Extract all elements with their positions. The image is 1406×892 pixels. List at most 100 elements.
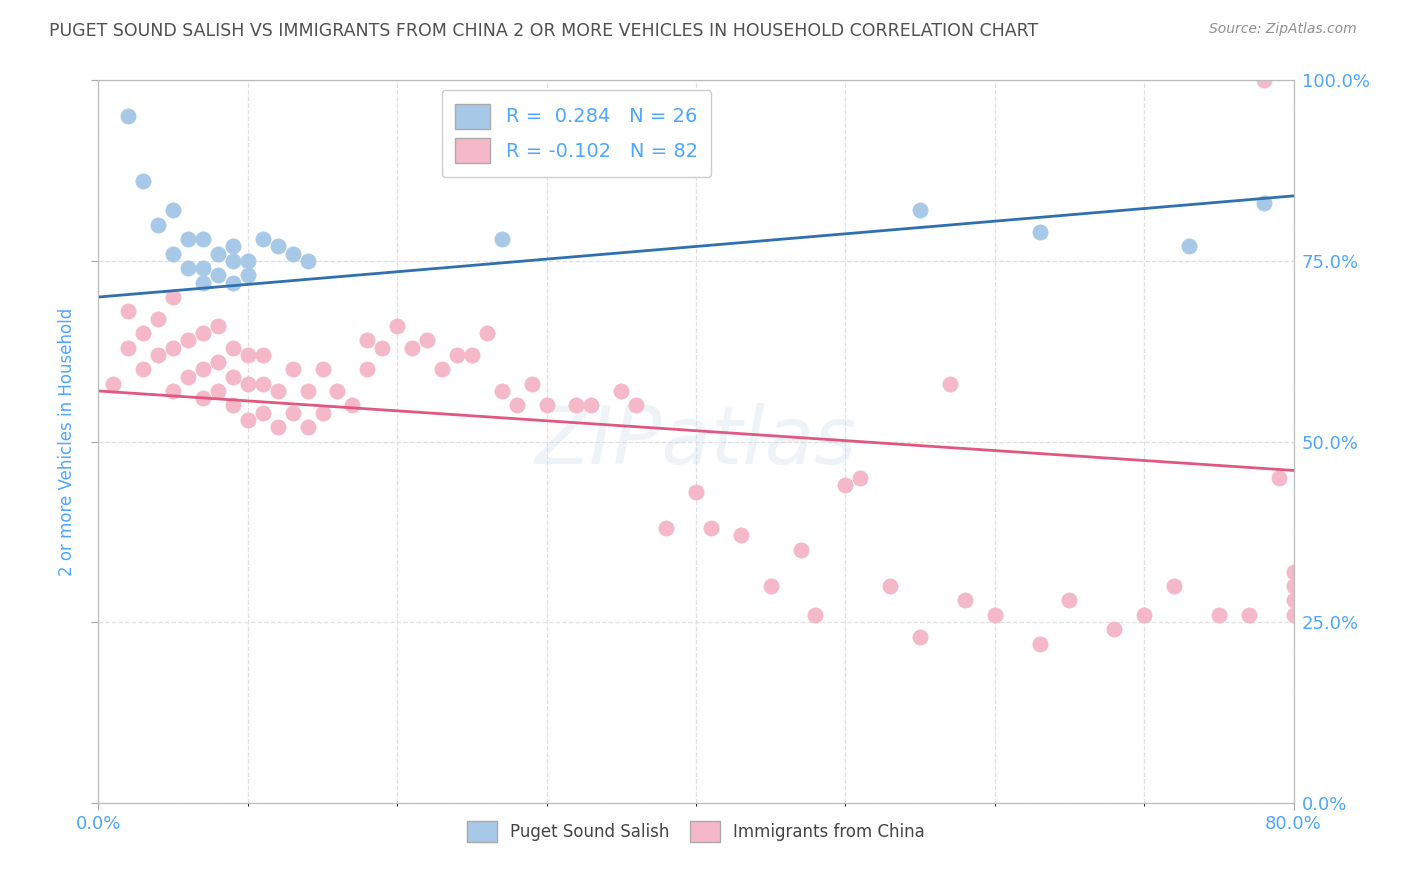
Point (356, 362, 378, 376)
Point (1208, 607, 1230, 622)
Point (430, 362, 453, 376)
Point (267, 420, 290, 434)
Point (342, 398, 364, 412)
Point (759, 579, 782, 593)
Point (252, 348, 274, 362)
Point (252, 376, 274, 391)
Point (191, 232, 214, 246)
Point (207, 355, 229, 369)
Point (834, 478, 856, 492)
Point (953, 593, 976, 607)
Point (132, 174, 155, 188)
Point (1237, 607, 1260, 622)
Point (132, 326, 155, 341)
Point (520, 376, 543, 391)
Point (222, 239, 245, 253)
Point (385, 318, 409, 333)
Point (491, 232, 513, 246)
Point (1253, 73, 1275, 87)
Point (148, 348, 170, 362)
Point (177, 334, 200, 348)
Point (326, 384, 349, 398)
Text: PUGET SOUND SALISH VS IMMIGRANTS FROM CHINA 2 OR MORE VEHICLES IN HOUSEHOLD CORR: PUGET SOUND SALISH VS IMMIGRANTS FROM CH… (49, 22, 1039, 40)
Point (191, 261, 214, 276)
Point (1282, 579, 1305, 593)
Point (939, 376, 962, 391)
Point (267, 384, 290, 398)
Point (506, 398, 529, 412)
Point (222, 398, 245, 412)
Point (162, 203, 184, 218)
Point (267, 239, 290, 253)
Point (222, 341, 245, 355)
Point (222, 253, 245, 268)
Point (1282, 565, 1305, 579)
Point (461, 348, 484, 362)
Text: Source: ZipAtlas.com: Source: ZipAtlas.com (1209, 22, 1357, 37)
Point (446, 348, 468, 362)
Point (1028, 225, 1050, 239)
Point (536, 398, 558, 412)
Point (236, 348, 259, 362)
Point (252, 232, 274, 246)
Point (132, 362, 155, 376)
Point (177, 369, 200, 384)
Point (356, 334, 378, 348)
Point (700, 521, 723, 535)
Point (311, 406, 333, 420)
Point (491, 384, 513, 398)
Point (207, 318, 229, 333)
Point (191, 391, 214, 405)
Point (162, 384, 184, 398)
Point (908, 630, 931, 644)
Point (236, 376, 259, 391)
Point (371, 341, 394, 355)
Point (236, 253, 259, 268)
Point (1133, 607, 1156, 622)
Point (148, 311, 170, 326)
Point (191, 326, 214, 341)
Point (879, 579, 901, 593)
Point (281, 362, 304, 376)
Point (252, 406, 274, 420)
Point (281, 246, 304, 260)
Point (849, 471, 872, 485)
Point (207, 268, 229, 283)
Point (1253, 196, 1275, 211)
Point (1059, 593, 1081, 607)
Point (148, 218, 170, 232)
Point (297, 384, 319, 398)
Point (1104, 623, 1126, 637)
Point (103, 376, 125, 391)
Point (311, 362, 333, 376)
Point (222, 369, 245, 384)
Point (1028, 637, 1050, 651)
Point (655, 521, 678, 535)
Point (626, 398, 648, 412)
Text: ZIPatlas: ZIPatlas (534, 402, 858, 481)
Point (236, 413, 259, 427)
Point (162, 341, 184, 355)
Point (1282, 593, 1305, 607)
Point (730, 528, 752, 542)
Legend: Puget Sound Salish, Immigrants from China: Puget Sound Salish, Immigrants from Chin… (460, 814, 932, 848)
Point (1178, 239, 1201, 253)
Point (207, 384, 229, 398)
Y-axis label: 2 or more Vehicles in Household: 2 or more Vehicles in Household (58, 308, 76, 575)
Point (1163, 579, 1185, 593)
Point (1267, 471, 1289, 485)
Point (177, 261, 200, 276)
Point (177, 232, 200, 246)
Point (207, 246, 229, 260)
Point (162, 246, 184, 260)
Point (236, 268, 259, 283)
Point (1282, 607, 1305, 622)
Point (984, 607, 1007, 622)
Point (610, 384, 633, 398)
Point (565, 398, 588, 412)
Point (191, 276, 214, 290)
Point (162, 290, 184, 304)
Point (117, 109, 139, 123)
Point (416, 334, 439, 348)
Point (908, 203, 931, 218)
